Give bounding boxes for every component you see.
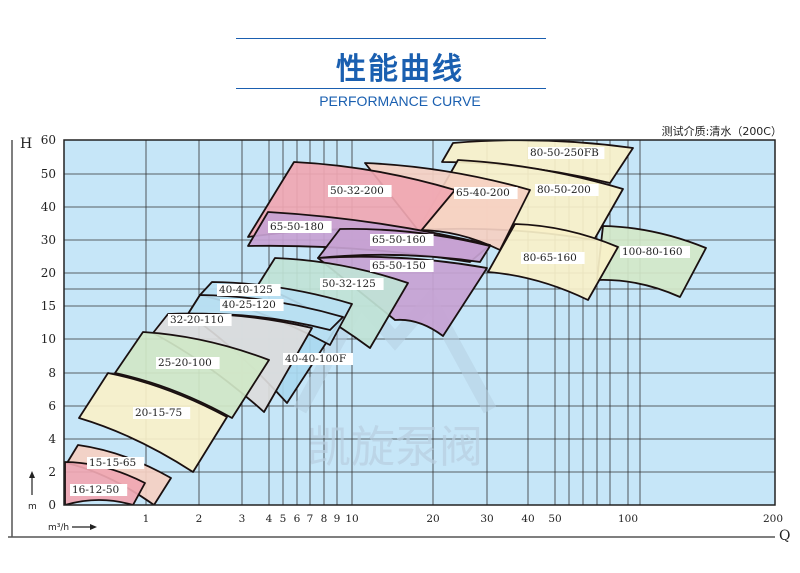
region-label-bg [217, 284, 281, 296]
x-tick-label: 30 [480, 513, 493, 525]
x-tick-label: 1 [143, 513, 150, 525]
region-label-bg [70, 484, 128, 496]
region-label-bg [320, 278, 384, 290]
region-label-bg [370, 234, 434, 246]
region-label: 20-15-75 [135, 407, 182, 419]
x-tick-label: 6 [294, 513, 301, 525]
header-rule-middle [236, 88, 546, 89]
x-tick-label: 40 [521, 513, 534, 525]
y-tick-label: 40 [41, 200, 56, 214]
x-tick-label: 100 [618, 513, 638, 525]
test-medium-note: 测试介质:清水（200C） [661, 125, 782, 138]
x-unit-arrowhead [90, 524, 97, 530]
plot-border [63, 139, 776, 506]
region-label-bg [133, 407, 191, 419]
region-label: 50-32-200 [330, 185, 384, 197]
header-rule-top [236, 38, 546, 39]
x-tick-label: 10 [345, 513, 358, 525]
region-label: 16-12-50 [72, 484, 119, 496]
x-tick-label: 5 [280, 513, 287, 525]
watermark-logo [293, 287, 497, 414]
x-tick-label: 8 [321, 513, 328, 525]
region-label: 65-50-160 [372, 234, 426, 246]
y-axis-label: H [20, 136, 32, 152]
region-label: 80-65-160 [523, 252, 577, 264]
x-tick-label: 7 [307, 513, 314, 525]
y-unit-label: m [28, 502, 37, 512]
region-label-bg [620, 246, 690, 258]
region-label: 32-20-110 [170, 314, 224, 326]
region-label: 25-20-100 [158, 357, 212, 369]
region-label-bg [528, 147, 605, 159]
y-tick-label: 4 [48, 432, 56, 446]
y-tick-label: 50 [41, 167, 56, 181]
region-label: 15-15-65 [89, 457, 136, 469]
region-25-20-100 [114, 331, 270, 419]
region-label: 50-32-125 [322, 278, 376, 290]
region-label: 40-25-120 [222, 299, 276, 311]
region-label-bg [535, 184, 599, 196]
region-label: 65-50-150 [372, 260, 426, 272]
x-tick-label: 4 [266, 513, 273, 525]
region-label: 80-50-200 [537, 184, 591, 196]
y-tick-label: 10 [41, 332, 56, 346]
region-label: 80-50-250FB [530, 147, 599, 159]
watermark-text: 凯旋泵阀 [307, 422, 483, 473]
y-tick-label: 2 [48, 465, 56, 479]
x-tick-label: 9 [334, 513, 341, 525]
region-label-bg [168, 314, 232, 326]
region-20-15-75 [78, 372, 228, 473]
x-tick-label: 3 [239, 513, 246, 525]
region-label: 40-40-125 [219, 284, 273, 296]
y-unit-arrowhead [29, 471, 35, 478]
region-label-bg [283, 353, 353, 365]
y-tick-label: 6 [48, 399, 56, 413]
region-label-bg [521, 252, 585, 264]
y-tick-label: 0 [48, 498, 56, 512]
y-tick-label: 8 [48, 366, 56, 380]
region-label-bg [328, 185, 392, 197]
region-label-bg [370, 260, 434, 272]
y-tick-label: 60 [41, 133, 56, 147]
x-tick-label: 200 [763, 513, 783, 525]
y-tick-label: 15 [41, 299, 56, 313]
region-label: 100-80-160 [622, 246, 683, 258]
region-label-bg [156, 357, 220, 369]
x-unit-label: m³/h [48, 523, 69, 533]
page-subtitle: PERFORMANCE CURVE [319, 93, 481, 109]
region-label: 65-40-200 [456, 187, 510, 199]
region-label-bg [454, 187, 518, 199]
x-tick-label: 20 [426, 513, 439, 525]
y-tick-label: 20 [41, 266, 56, 280]
x-tick-label: 50 [548, 513, 561, 525]
region-label-bg [87, 457, 145, 469]
x-axis-label: Q [779, 528, 790, 544]
y-tick-label: 30 [41, 233, 56, 247]
page-title: 性能曲线 [336, 52, 464, 87]
x-tick-label: 2 [196, 513, 203, 525]
region-100-80-160 [596, 225, 707, 298]
region-label-bg [220, 299, 284, 311]
region-label: 65-50-180 [270, 221, 324, 233]
region-label: 40-40-100F [285, 353, 346, 365]
region-label-bg [268, 221, 332, 233]
